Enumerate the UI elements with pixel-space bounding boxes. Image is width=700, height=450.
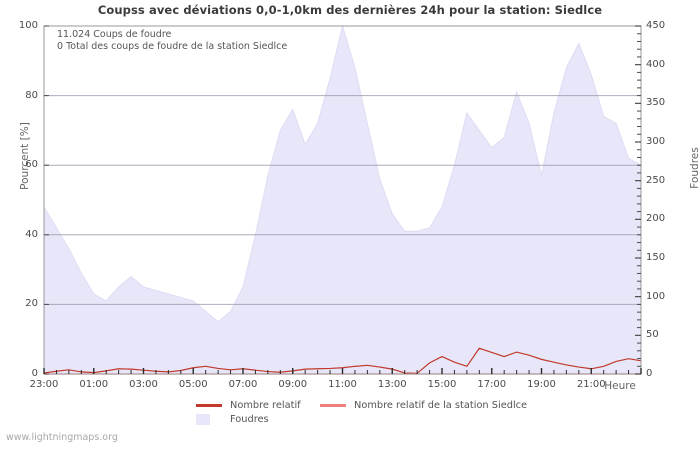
y-axis-label-right: Foudres bbox=[689, 147, 700, 189]
y-tick-left-100: 100 bbox=[18, 20, 38, 31]
x-axis-label: Heure bbox=[604, 380, 636, 392]
x-tick-1100: 11:00 bbox=[328, 379, 357, 390]
x-tick-2100: 21:00 bbox=[576, 379, 606, 390]
legend-label-0: Nombre relatif bbox=[230, 400, 301, 411]
x-tick-0700: 07:00 bbox=[228, 379, 258, 390]
y-tick-left-20: 20 bbox=[25, 298, 38, 310]
annotation-station-strokes: 0 Total des coups de foudre de la statio… bbox=[57, 41, 288, 52]
y-tick-right-300: 300 bbox=[646, 136, 666, 147]
y-tick-right-400: 400 bbox=[646, 58, 666, 70]
y-tick-right-100: 100 bbox=[646, 290, 666, 302]
y-tick-right-200: 200 bbox=[646, 213, 666, 225]
x-tick-2300: 23:00 bbox=[29, 379, 59, 390]
y-tick-left-60: 60 bbox=[25, 159, 38, 171]
y-tick-left-0: 0 bbox=[31, 368, 38, 379]
x-tick-1700: 17:00 bbox=[477, 379, 507, 390]
y-tick-left-40: 40 bbox=[25, 228, 38, 240]
watermark: www.lightningmaps.org bbox=[6, 432, 118, 443]
page-title: Coupss avec déviations 0,0-1,0km des der… bbox=[97, 3, 603, 17]
y-tick-right-350: 350 bbox=[646, 97, 666, 109]
x-tick-0100: 01:00 bbox=[79, 379, 109, 390]
x-tick-0500: 05:00 bbox=[178, 379, 208, 390]
x-tick-0300: 03:00 bbox=[129, 379, 158, 390]
annotation-total-strokes: 11.024 Coups de foudre bbox=[57, 29, 172, 40]
y-tick-left-80: 80 bbox=[25, 89, 38, 101]
x-tick-1500: 15:00 bbox=[427, 379, 457, 390]
x-tick-1300: 13:00 bbox=[377, 379, 407, 390]
y-tick-right-250: 250 bbox=[646, 174, 666, 186]
x-tick-0900: 09:00 bbox=[278, 379, 308, 390]
x-tick-1900: 19:00 bbox=[527, 379, 556, 390]
y-tick-right-0: 0 bbox=[646, 368, 653, 379]
y-tick-right-50: 50 bbox=[646, 329, 659, 341]
legend-label-1: Nombre relatif de la station Siedlce bbox=[354, 400, 528, 411]
legend-swatch-0 bbox=[196, 404, 222, 407]
y-tick-right-150: 150 bbox=[646, 252, 666, 263]
y-axis-label-left: Pourcent [%] bbox=[19, 122, 31, 190]
legend-label-2: Foudres bbox=[230, 414, 269, 425]
legend-swatch-2 bbox=[196, 414, 210, 425]
legend-swatch-1 bbox=[320, 404, 346, 407]
y-tick-right-450: 450 bbox=[646, 20, 666, 31]
